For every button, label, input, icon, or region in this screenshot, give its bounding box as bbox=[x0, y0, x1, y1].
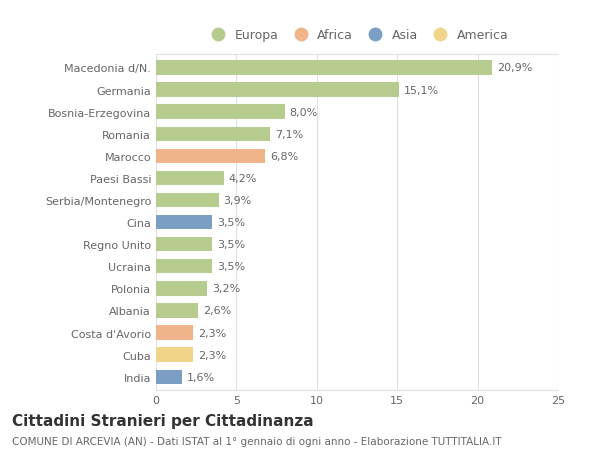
Bar bbox=[156, 259, 212, 274]
Bar bbox=[156, 281, 208, 296]
Text: 1,6%: 1,6% bbox=[187, 372, 215, 382]
Text: 3,2%: 3,2% bbox=[212, 284, 241, 294]
Text: 15,1%: 15,1% bbox=[404, 85, 439, 95]
Text: 2,3%: 2,3% bbox=[198, 350, 226, 360]
Bar bbox=[156, 370, 182, 384]
Text: 2,3%: 2,3% bbox=[198, 328, 226, 338]
Text: 3,9%: 3,9% bbox=[224, 196, 252, 206]
Bar bbox=[156, 303, 198, 318]
Bar bbox=[156, 83, 399, 97]
Text: 20,9%: 20,9% bbox=[497, 63, 532, 73]
Text: 3,5%: 3,5% bbox=[217, 218, 245, 228]
Bar bbox=[156, 105, 284, 119]
Text: 2,6%: 2,6% bbox=[203, 306, 231, 316]
Text: 6,8%: 6,8% bbox=[270, 151, 298, 162]
Bar bbox=[156, 215, 212, 230]
Bar bbox=[156, 149, 265, 164]
Text: COMUNE DI ARCEVIA (AN) - Dati ISTAT al 1° gennaio di ogni anno - Elaborazione TU: COMUNE DI ARCEVIA (AN) - Dati ISTAT al 1… bbox=[12, 436, 502, 446]
Text: 8,0%: 8,0% bbox=[289, 107, 318, 118]
Text: Cittadini Stranieri per Cittadinanza: Cittadini Stranieri per Cittadinanza bbox=[12, 413, 314, 428]
Bar bbox=[156, 326, 193, 340]
Text: 4,2%: 4,2% bbox=[229, 174, 257, 184]
Bar bbox=[156, 171, 224, 186]
Text: 3,5%: 3,5% bbox=[217, 262, 245, 272]
Bar bbox=[156, 61, 492, 75]
Bar bbox=[156, 348, 193, 362]
Text: 3,5%: 3,5% bbox=[217, 240, 245, 250]
Legend: Europa, Africa, Asia, America: Europa, Africa, Asia, America bbox=[206, 29, 508, 42]
Bar bbox=[156, 237, 212, 252]
Bar bbox=[156, 127, 270, 142]
Text: 7,1%: 7,1% bbox=[275, 129, 303, 140]
Bar bbox=[156, 193, 219, 208]
